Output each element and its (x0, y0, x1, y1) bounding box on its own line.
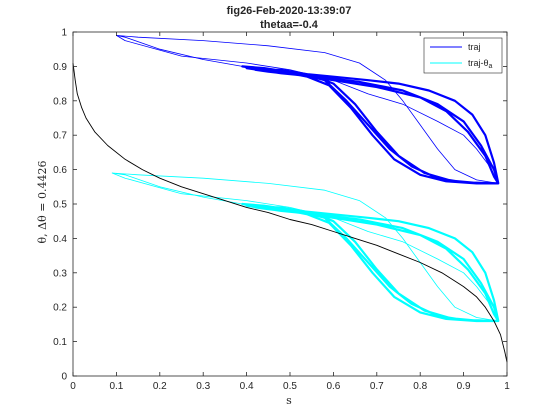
series-boundary-curve (72, 62, 508, 363)
x-tick-label: 0.9 (457, 381, 471, 392)
plot-area (72, 35, 508, 363)
legend-label-traj: traj (468, 42, 481, 52)
y-tick-label: 0.7 (53, 131, 67, 142)
x-tick-label: 0.7 (370, 381, 384, 392)
x-tick-label: 0.8 (413, 381, 427, 392)
y-tick-label: 1 (61, 28, 67, 39)
series-traj (241, 65, 500, 185)
legend-box (423, 37, 503, 74)
x-axis-label: s (286, 394, 292, 407)
transient-trace-2 (111, 172, 499, 322)
x-tick-label: 0.3 (196, 381, 210, 392)
x-tick-label: 1 (504, 381, 510, 392)
y-axis-label: θ, Δθ = 0.4426 (36, 161, 49, 244)
chart-title: fig26-Feb-2020-13:39:07 (227, 5, 352, 17)
x-tick-label: 0.6 (326, 381, 340, 392)
x-tick-label: 0 (70, 381, 76, 392)
x-tick-label: 0.1 (109, 381, 123, 392)
y-tick-label: 0.5 (53, 200, 67, 211)
y-tick-label: 0.1 (53, 337, 67, 348)
y-tick-label: 0 (61, 372, 67, 383)
chart-subtitle: thetaa=-0.4 (260, 19, 319, 31)
legend: traj traj-θa (423, 37, 503, 74)
axes: 0 0.1 0.2 0.3 0.4 0.5 0.6 0.7 0.8 0.9 1 0 0.1 0.2 0.3 0… (53, 28, 510, 393)
series-traj-a (241, 202, 500, 323)
legend-label-traj-theta-a: traj-θa (468, 58, 493, 70)
y-tick-label: 0.4 (53, 234, 67, 245)
legend-label-traj-theta-a-main: traj-θ (468, 58, 489, 68)
y-tick-label: 0.9 (53, 62, 67, 73)
y-tick-label: 0.8 (53, 96, 67, 107)
y-tick-label: 0.2 (53, 303, 67, 314)
transient-trace-0 (116, 35, 499, 184)
transient-trace-1 (116, 35, 499, 184)
x-tick-label: 0.2 (153, 381, 167, 392)
y-tick-label: 0.6 (53, 165, 67, 176)
y-tick-label: 0.3 (53, 268, 67, 279)
x-tick-label: 0.4 (240, 381, 254, 392)
transient-trace-3 (111, 172, 499, 322)
x-tick-label: 0.5 (283, 381, 297, 392)
legend-label-traj-theta-a-subscript: a (489, 63, 493, 70)
